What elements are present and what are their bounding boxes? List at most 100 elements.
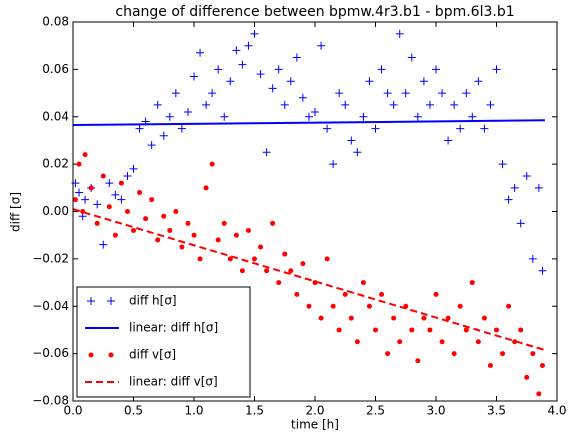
point [538, 266, 547, 275]
point [323, 124, 332, 133]
point [280, 100, 289, 109]
point [518, 327, 524, 333]
y-axis-label: diff [σ] [9, 192, 23, 232]
legend-marker [87, 297, 95, 305]
y-tick-label: −0.02 [32, 251, 69, 265]
point [306, 303, 312, 309]
x-axis-label: time [h] [291, 418, 339, 432]
point [124, 209, 130, 214]
point [409, 327, 415, 333]
point [522, 171, 531, 180]
x-tick-label: 2.0 [305, 404, 324, 418]
point [93, 200, 102, 209]
y-tick-label: −0.08 [32, 394, 69, 408]
point [276, 280, 282, 286]
x-tick-label: 1.5 [245, 404, 264, 418]
point [294, 291, 300, 297]
point [298, 93, 307, 102]
point [365, 77, 374, 86]
point [451, 351, 457, 357]
point [105, 179, 114, 188]
point [250, 29, 259, 38]
point [329, 160, 338, 169]
point [209, 161, 215, 167]
point [183, 108, 192, 117]
point [504, 195, 513, 204]
point [475, 339, 481, 345]
point [462, 89, 471, 98]
point [353, 148, 362, 157]
point [159, 131, 168, 140]
point [335, 89, 344, 98]
point [262, 148, 271, 157]
point [155, 237, 161, 243]
point [256, 70, 265, 79]
point [487, 362, 493, 368]
point [524, 374, 530, 380]
point [161, 213, 167, 219]
point [208, 89, 217, 98]
point [457, 303, 463, 309]
y-tick-label: 0.00 [42, 204, 69, 218]
point [389, 100, 398, 109]
legend-label: diff v[σ] [129, 348, 176, 362]
point [391, 315, 397, 321]
chart-title: change of difference between bpmw.4r3.b1… [115, 4, 514, 20]
point [264, 268, 270, 274]
point [481, 315, 487, 321]
point [215, 237, 221, 243]
point [238, 60, 247, 69]
point [407, 53, 416, 62]
point [100, 173, 106, 179]
point [536, 391, 542, 397]
point [383, 89, 392, 98]
point [177, 124, 186, 133]
point [530, 351, 536, 357]
point [123, 171, 132, 180]
point [197, 256, 203, 262]
point [385, 351, 391, 357]
point [245, 227, 251, 233]
point [282, 251, 288, 257]
point [494, 327, 499, 333]
legend-marker [88, 352, 94, 358]
x-tick-label: 3.0 [426, 404, 445, 418]
point [373, 327, 378, 333]
point [292, 53, 301, 62]
point [191, 232, 197, 238]
point [360, 280, 366, 286]
point [76, 161, 82, 167]
point [347, 136, 356, 145]
point [456, 124, 465, 133]
point [99, 240, 108, 249]
point [324, 256, 330, 262]
point [129, 164, 138, 173]
point [81, 195, 90, 204]
point [196, 48, 205, 57]
point [469, 280, 475, 286]
point [88, 185, 94, 191]
point [445, 315, 451, 321]
point [233, 232, 239, 238]
point [153, 100, 162, 109]
point [336, 327, 342, 333]
point [534, 183, 543, 192]
point [111, 190, 120, 199]
point [131, 227, 136, 233]
point [268, 84, 277, 93]
point [341, 100, 350, 109]
point [179, 244, 185, 250]
point [117, 195, 126, 204]
x-tick-label: 1.0 [184, 404, 203, 418]
legend-label: linear: diff v[σ] [129, 375, 218, 389]
point [516, 219, 525, 228]
point [227, 256, 233, 262]
point [371, 124, 380, 133]
point [173, 209, 179, 214]
point [354, 339, 360, 345]
point [498, 160, 507, 169]
point [512, 339, 518, 345]
point [433, 291, 439, 297]
point [221, 220, 227, 226]
point [468, 112, 477, 121]
